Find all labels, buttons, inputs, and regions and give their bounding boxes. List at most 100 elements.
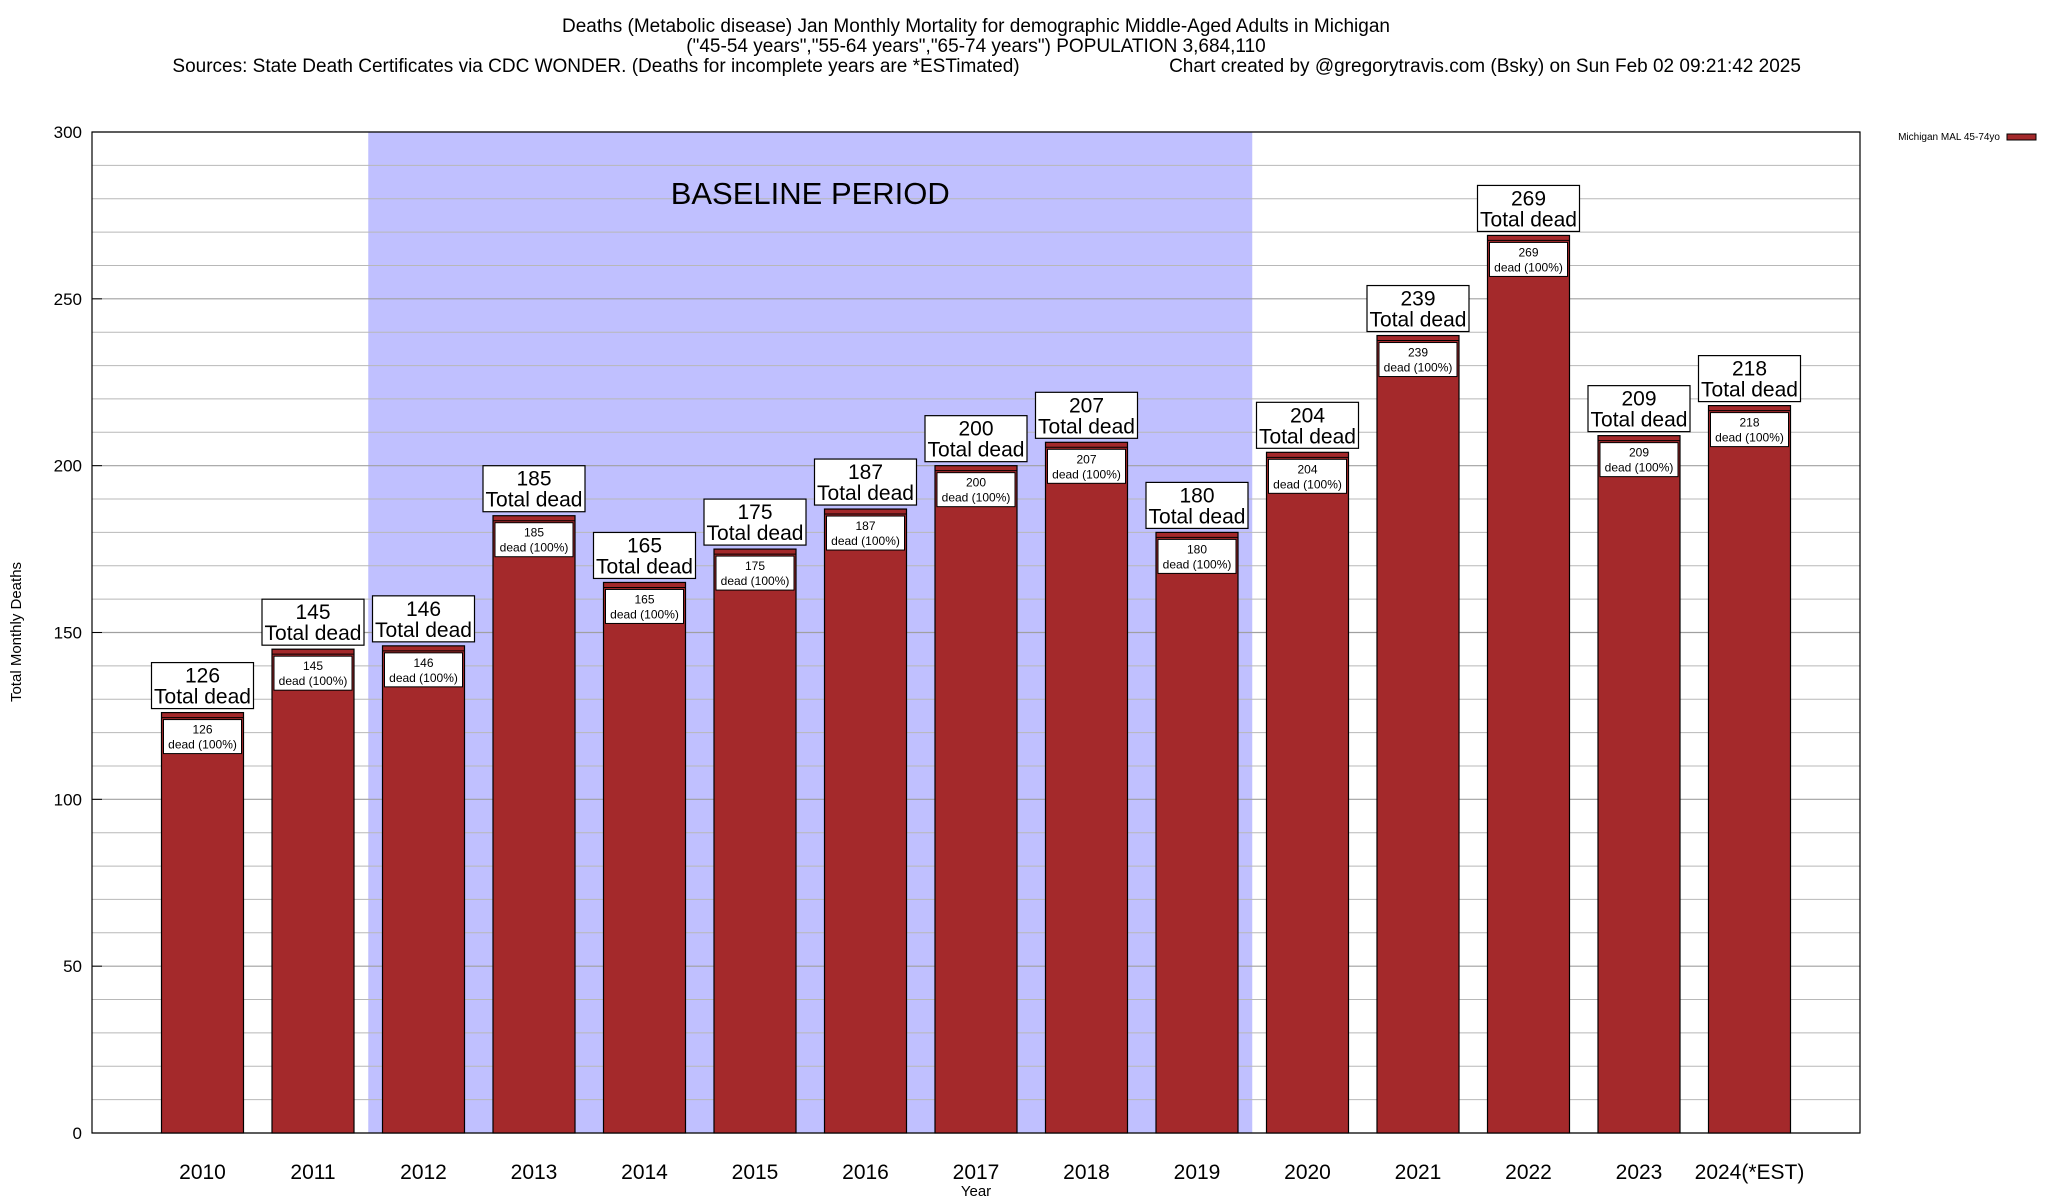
inner-value-label: 180 — [1187, 542, 1207, 556]
x-category-label: 2013 — [511, 1161, 558, 1184]
inner-value-label: 175 — [745, 559, 765, 573]
inner-label-box — [1710, 412, 1789, 448]
inner-label-box — [494, 522, 574, 558]
inner-value-label: 207 — [1076, 452, 1096, 466]
top-value-label: 180 — [1179, 484, 1214, 507]
bar-2014 — [602, 581, 687, 1134]
top-label-box — [592, 531, 697, 580]
x-category-label: 2023 — [1616, 1161, 1663, 1184]
bar-2013 — [492, 515, 576, 1134]
top-value-label: 200 — [958, 418, 993, 441]
bar-2021 — [1376, 334, 1460, 1134]
inner-label-box — [936, 472, 1016, 508]
inner-label-box — [273, 655, 353, 691]
top-total-label: Total dead — [486, 489, 583, 512]
y-tick-label: 150 — [54, 624, 82, 643]
inner-value-label: 204 — [1297, 462, 1317, 476]
x-category-label: 2020 — [1284, 1161, 1331, 1184]
top-value-label: 218 — [1732, 358, 1767, 381]
top-label-box — [1145, 481, 1249, 529]
legend-entry-label: Michigan MAL 45-74yo — [1898, 132, 2000, 143]
top-label-box — [1697, 355, 1802, 403]
inner-label-box — [163, 719, 242, 755]
bar-2019 — [1155, 531, 1239, 1134]
top-total-label: Total dead — [375, 619, 472, 642]
top-label-box — [1587, 385, 1691, 433]
top-total-label: Total dead — [154, 686, 251, 709]
inner-pct-label: dead (100%) — [721, 574, 790, 588]
top-value-label: 207 — [1069, 394, 1104, 417]
top-label-box — [482, 465, 586, 513]
x-category-label: 2022 — [1505, 1161, 1552, 1184]
bar-2016 — [823, 508, 908, 1134]
bar-2018 — [1044, 441, 1129, 1134]
inner-pct-label: dead (100%) — [1605, 461, 1674, 475]
y-tick-label: 100 — [54, 790, 82, 809]
baseline-period-label: BASELINE PERIOD — [671, 176, 950, 211]
inner-value-label: 209 — [1629, 446, 1649, 460]
x-category-label: 2011 — [290, 1161, 335, 1184]
top-total-label: Total dead — [1370, 309, 1467, 332]
x-category-label: 2010 — [179, 1161, 226, 1184]
top-value-label: 145 — [295, 601, 330, 624]
top-total-label: Total dead — [1591, 409, 1688, 432]
inner-value-label: 126 — [192, 723, 212, 737]
top-total-label: Total dead — [1149, 505, 1246, 528]
inner-pct-label: dead (100%) — [942, 491, 1011, 505]
inner-pct-label: dead (100%) — [610, 607, 679, 621]
x-category-label: 2016 — [842, 1161, 889, 1184]
y-tick-label: 250 — [54, 290, 82, 309]
top-label-box — [1255, 401, 1360, 449]
top-total-label: Total dead — [1480, 208, 1577, 231]
top-value-label: 165 — [627, 534, 662, 557]
bar-2024(*EST) — [1707, 405, 1792, 1134]
inner-value-label: 165 — [634, 592, 654, 606]
inner-label-box — [1489, 241, 1568, 277]
top-total-label: Total dead — [265, 622, 362, 645]
inner-pct-label: dead (100%) — [1163, 557, 1232, 571]
inner-pct-label: dead (100%) — [389, 671, 458, 685]
top-total-label: Total dead — [928, 439, 1025, 462]
x-category-label: 2024(*EST) — [1695, 1161, 1805, 1184]
y-tick-label: 0 — [73, 1124, 82, 1143]
top-value-label: 204 — [1290, 404, 1325, 427]
top-total-label: Total dead — [1701, 379, 1798, 402]
inner-pct-label: dead (100%) — [168, 738, 237, 752]
top-label-box — [371, 595, 476, 643]
top-value-label: 185 — [516, 468, 551, 491]
top-label-box — [703, 498, 807, 546]
top-total-label: Total dead — [1259, 425, 1356, 448]
bar-2023 — [1597, 435, 1681, 1134]
y-tick-label: 50 — [63, 957, 82, 976]
bar-2022 — [1486, 234, 1571, 1134]
chart-title-line-3: Sources: State Death Certificates via CD… — [172, 56, 1019, 77]
bar-2011 — [271, 648, 355, 1134]
x-category-label: 2012 — [400, 1161, 447, 1184]
bar-2010 — [160, 711, 245, 1134]
inner-value-label: 269 — [1518, 245, 1538, 259]
x-category-label: 2014 — [621, 1161, 668, 1184]
inner-label-box — [715, 555, 795, 591]
x-category-label: 2015 — [732, 1161, 779, 1184]
inner-pct-label: dead (100%) — [1384, 361, 1453, 375]
inner-pct-label: dead (100%) — [1715, 431, 1784, 445]
chart-title-line-2: ("45-54 years","55-64 years","65-74 year… — [686, 36, 1265, 57]
x-category-label: 2019 — [1174, 1161, 1221, 1184]
top-value-label: 126 — [185, 665, 220, 688]
top-total-label: Total dead — [707, 522, 804, 545]
inner-value-label: 187 — [855, 519, 875, 533]
top-value-label: 239 — [1400, 288, 1435, 311]
inner-label-box — [605, 588, 684, 624]
top-value-label: 187 — [848, 461, 883, 484]
top-label-box — [1034, 391, 1139, 439]
inner-label-box — [384, 652, 463, 688]
inner-pct-label: dead (100%) — [279, 674, 348, 688]
inner-pct-label: dead (100%) — [1273, 477, 1342, 491]
inner-pct-label: dead (100%) — [500, 541, 569, 555]
chart-title-line-4: Chart created by @gregorytravis.com (Bsk… — [1169, 56, 1801, 77]
inner-value-label: 218 — [1739, 416, 1759, 430]
top-value-label: 269 — [1511, 187, 1546, 210]
inner-value-label: 146 — [413, 656, 433, 670]
bar-2017 — [934, 465, 1018, 1134]
top-value-label: 146 — [406, 598, 441, 621]
